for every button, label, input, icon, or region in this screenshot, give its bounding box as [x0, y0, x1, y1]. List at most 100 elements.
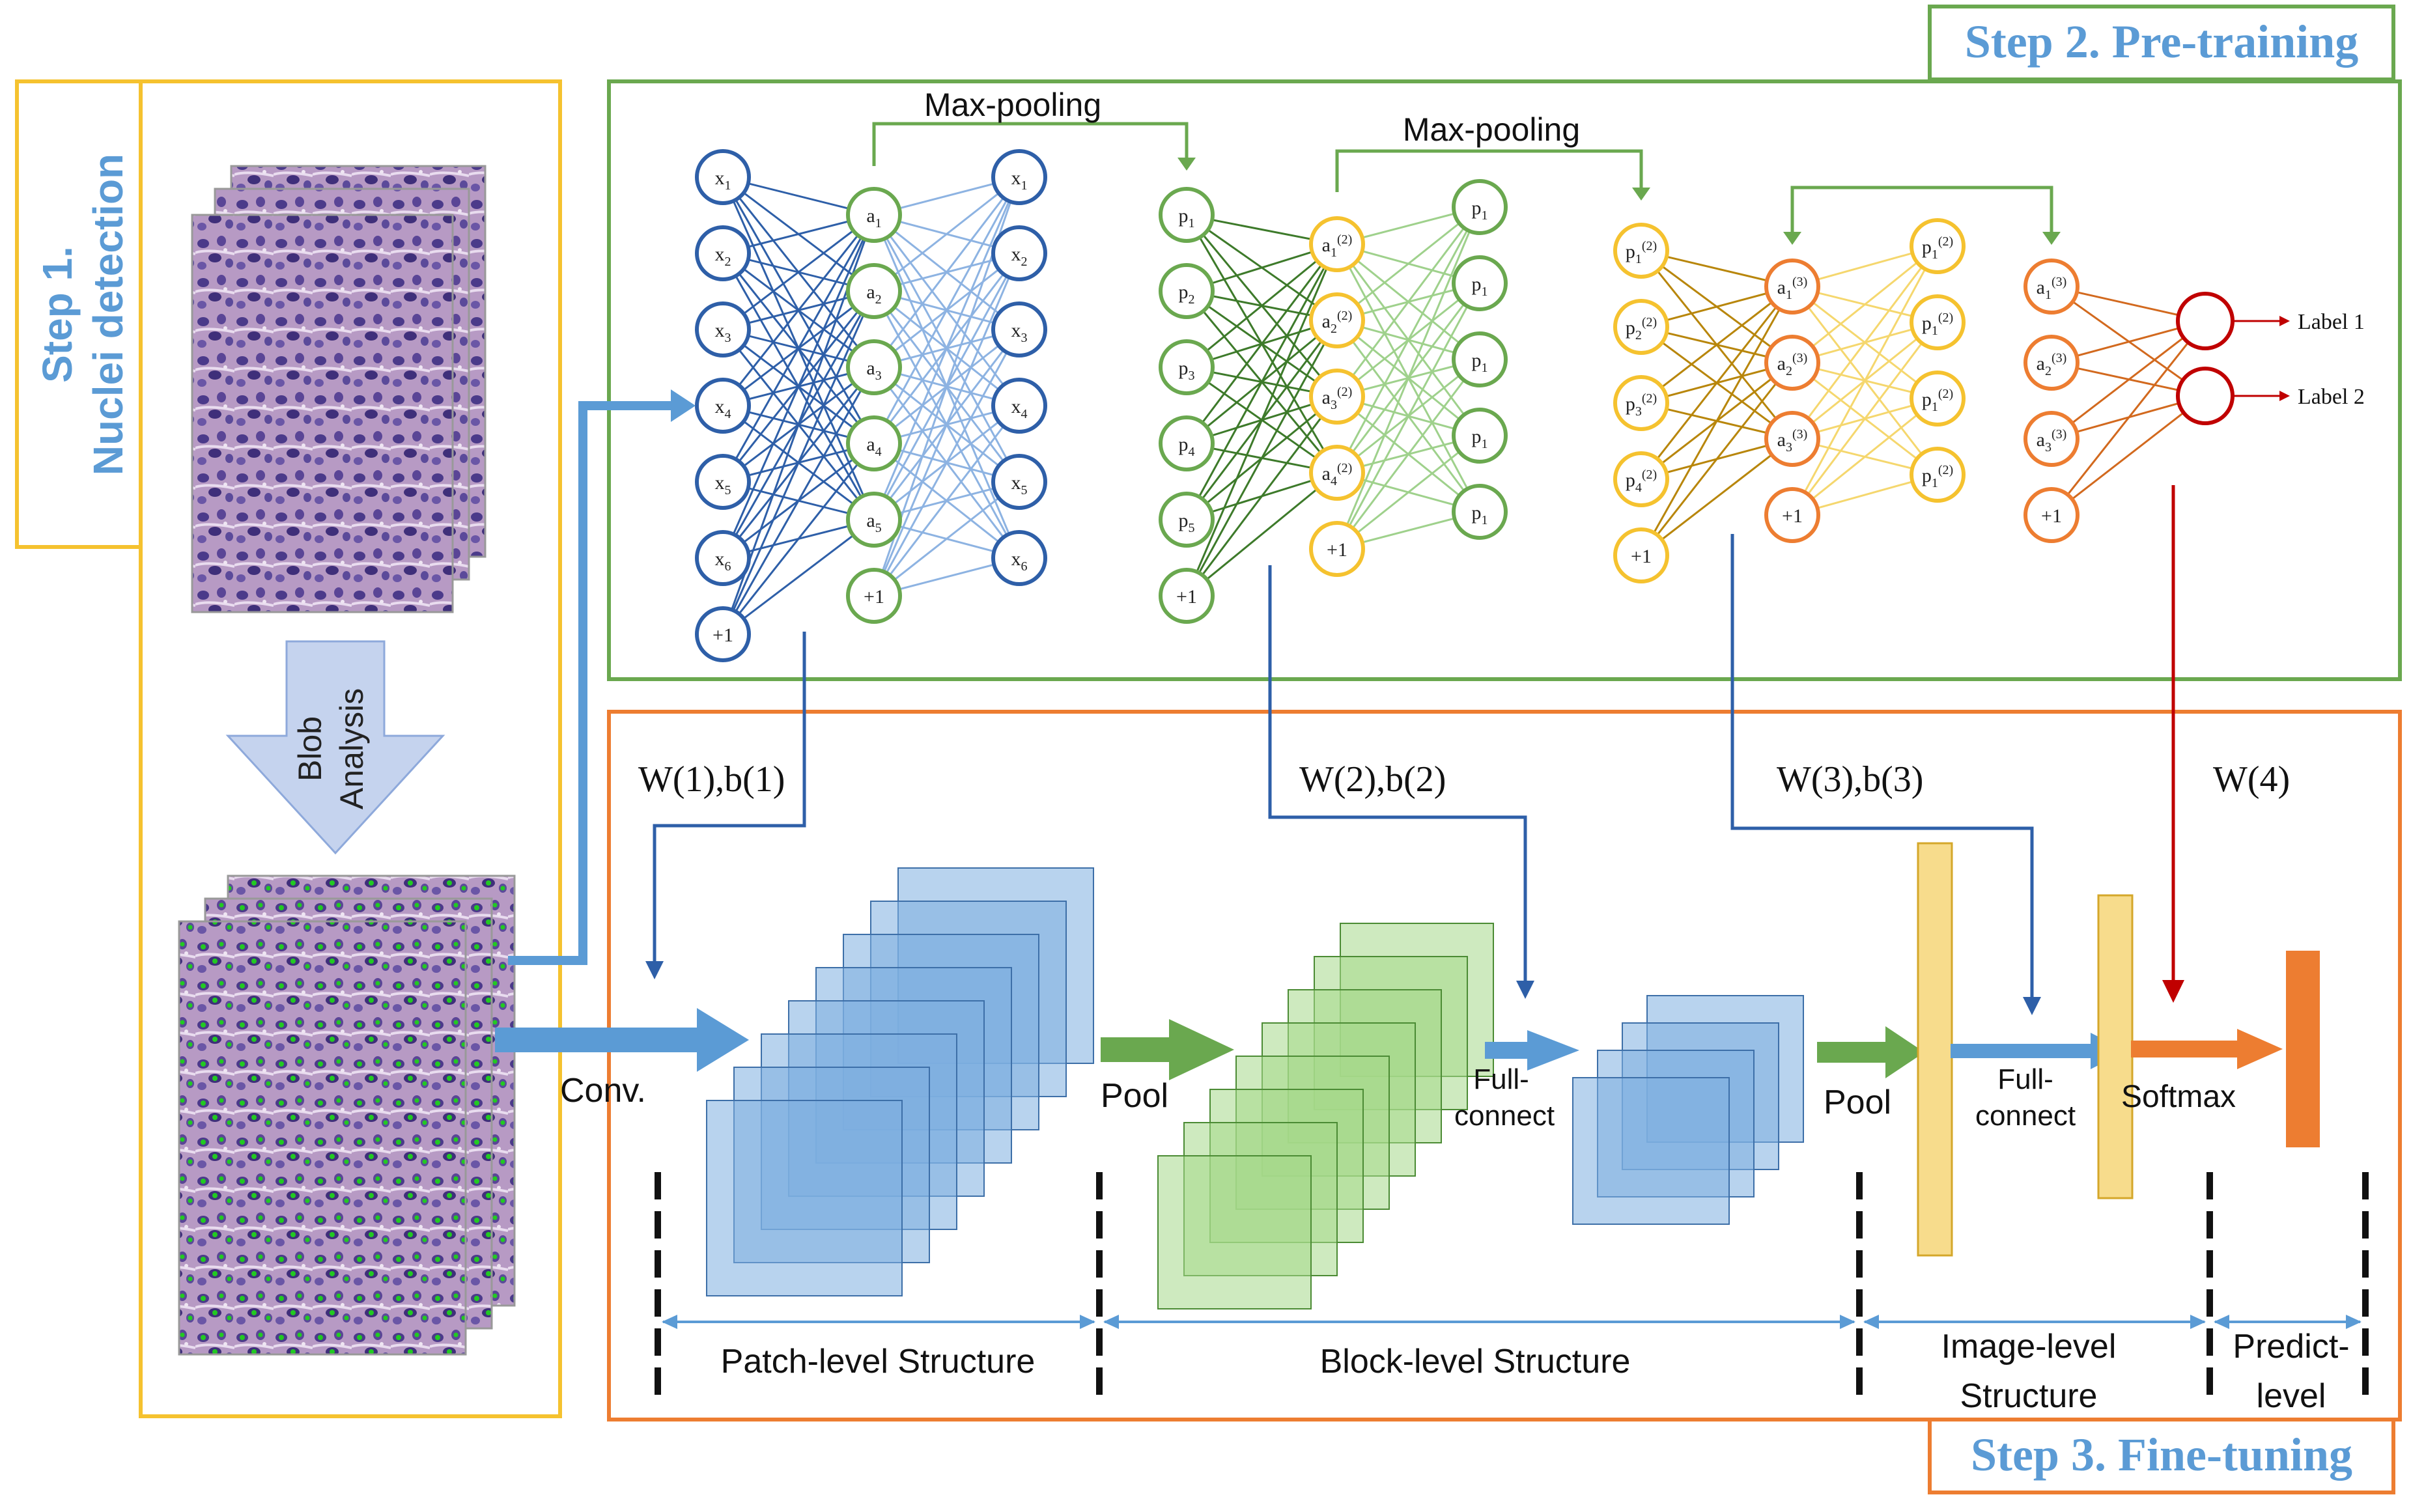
network-edge: [1185, 244, 1338, 520]
pooled-p2-neuron: +1: [1613, 527, 1669, 583]
hidden-a1-neuron: a2: [846, 263, 902, 319]
tissue-image-stack: [191, 165, 486, 613]
pooled-p-neuron: p3: [1159, 339, 1215, 395]
reconstruct-p-neuron-label: p1: [1472, 502, 1488, 527]
hidden-a3-neuron-label: a2(3): [1777, 351, 1808, 378]
network-edge: [1792, 245, 1938, 364]
network-edge: [1791, 322, 1939, 516]
pooled-p2-neuron-label: p2(2): [1626, 315, 1657, 343]
block-feature-map: [1157, 1155, 1312, 1309]
maxpool-connector-2: [1335, 149, 1650, 201]
hidden-a3-neuron-label: a3(3): [1777, 427, 1808, 455]
step3-title: Step 3. Fine-tuning: [1971, 1429, 2352, 1481]
hidden-a2-neuron: a3(2): [1309, 369, 1365, 425]
maxpool-label-2: Max-pooling: [1403, 111, 1580, 148]
network-edge: [1185, 396, 1338, 596]
input-x-neuron-label: +1: [712, 624, 733, 646]
network-edge: [1641, 438, 1793, 557]
network-edge: [1185, 320, 1338, 596]
pooled-p-neuron-label: p3: [1179, 357, 1195, 383]
pool-arrow-1: [1101, 1019, 1234, 1080]
step2-title-box: [1928, 5, 2395, 81]
reconstruct-p2-neuron-label: p1(2): [1922, 463, 1953, 490]
hidden-a1-neuron: a1: [846, 187, 902, 243]
predict-output: [2286, 951, 2320, 1147]
reconstruct-p-neuron-label: p1: [1472, 197, 1488, 223]
hidden-a3-neuron-label: +1: [1782, 505, 1803, 527]
reconstruct-p-neuron: p1: [1452, 484, 1508, 540]
hidden-a2-neuron-label: a2(2): [1322, 309, 1353, 336]
pooled-p-neuron-label: p4: [1179, 434, 1195, 459]
reconstruct-p-neuron-label: p1: [1472, 350, 1488, 375]
hidden-a3b-neuron-label: a1(3): [2037, 275, 2067, 302]
network-edge: [873, 176, 1021, 368]
weight-transfer-w2: [1268, 565, 1534, 999]
network-edge: [1336, 206, 1481, 550]
network-edge: [722, 214, 875, 483]
network-edge: [1791, 245, 1939, 516]
network-edge: [1186, 243, 1338, 369]
hidden-a2-neuron: +1: [1309, 521, 1365, 577]
pooled-p-neuron: p1: [1159, 187, 1215, 243]
softmax-arrow: [2131, 1029, 2283, 1069]
patch-feature-maps: [706, 867, 1094, 1296]
input-x-neuron-label: x5: [715, 472, 731, 497]
network-edge: [1336, 206, 1481, 397]
input-x-neuron-label: x6: [715, 548, 731, 574]
pooled-p-neuron-label: +1: [1176, 586, 1197, 608]
fullconnect-label-2: Full-connect: [1975, 1063, 2076, 1132]
input-x-neuron: x6: [695, 530, 751, 586]
reconstruct-p2-neuron-label: p1(2): [1922, 234, 1953, 262]
input-x-neuron-label: x1: [715, 167, 731, 193]
network-edge: [722, 367, 875, 635]
patch-level-label: Patch-level Structure: [721, 1343, 1036, 1380]
detected-nuclei-stack: [178, 875, 516, 1356]
patch-feature-map: [706, 1100, 903, 1296]
network-edge: [722, 214, 875, 559]
input-x-neuron: x4: [695, 378, 751, 434]
pooled-p-neuron-label: p5: [1179, 510, 1195, 535]
network-edge: [1336, 434, 1480, 550]
network-edge: [722, 214, 875, 406]
reconstruct-p2-neuron: p1(2): [1910, 447, 1966, 503]
step3-title-box: [1928, 1418, 2395, 1494]
reconstruct-x-neuron: x2: [991, 225, 1047, 281]
pooled-p-neuron: p4: [1159, 415, 1215, 471]
pooled-p2-neuron-label: p1(2): [1626, 239, 1657, 266]
reconstruct-p-neuron: p1: [1452, 331, 1508, 387]
network-edge: [722, 443, 875, 635]
reconstruct-x-neuron: x5: [991, 454, 1047, 510]
block-blue-feature-map: [1572, 1077, 1730, 1225]
reconstruct-p-neuron: p1: [1452, 408, 1508, 464]
hidden-a1-neuron: a3: [846, 339, 902, 395]
hidden-a3-neuron: a2(3): [1764, 335, 1820, 391]
input-x-neuron: x2: [695, 225, 751, 281]
input-x-neuron: x5: [695, 454, 751, 510]
reconstruct-x-neuron-label: x6: [1011, 548, 1028, 574]
input-x-neuron: x3: [695, 301, 751, 357]
network-edge: [722, 518, 875, 636]
analysis-label: Analysis: [333, 688, 370, 809]
reconstruct-p2-neuron: p1(2): [1910, 218, 1966, 274]
hidden-a2-neuron: a4(2): [1309, 445, 1365, 501]
hidden-a3b-neuron: a3(3): [2023, 411, 2080, 467]
hidden-a2-neuron-label: a1(2): [1322, 232, 1353, 260]
label-1: Label 1: [2298, 310, 2365, 334]
hidden-a1-neuron-label: a3: [866, 357, 881, 383]
network-edge: [873, 176, 1021, 444]
label-2: Label 2: [2298, 385, 2365, 409]
output-neuron-1: [2176, 292, 2235, 350]
reconstruct-x-neuron: x3: [991, 301, 1047, 357]
network-edge: [873, 329, 1021, 596]
network-edge: [722, 290, 875, 635]
hidden-a3-neuron-label: a1(3): [1777, 275, 1808, 302]
hidden-a3-neuron: +1: [1764, 487, 1820, 543]
reconstruct-x-neuron: x1: [991, 149, 1047, 205]
hidden-a2-neuron: a2(2): [1309, 292, 1365, 348]
network-edge: [873, 176, 1020, 292]
hidden-a3b-neuron: a1(3): [2023, 259, 2080, 315]
pooled-p-neuron-label: p1: [1179, 205, 1195, 231]
network-edge: [1336, 359, 1481, 550]
reconstruct-x-neuron-label: x5: [1011, 472, 1028, 497]
